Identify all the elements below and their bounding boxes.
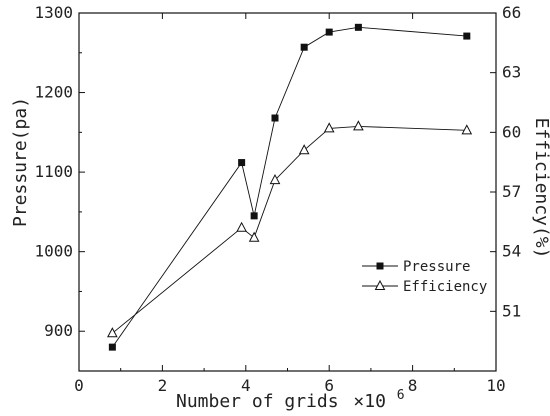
data-point-pressure — [250, 212, 258, 220]
data-point-efficiency — [248, 231, 260, 242]
y-left-tick-label: 1300 — [34, 3, 73, 22]
y-left-tick-label: 900 — [44, 321, 73, 340]
y-right-tick-label: 57 — [502, 182, 521, 201]
series-layer — [107, 23, 473, 351]
axes-frame — [78, 12, 497, 372]
data-point-efficiency — [353, 120, 364, 131]
x-axis-label-multiplier: ×10 — [353, 391, 386, 412]
data-point-efficiency — [298, 144, 310, 155]
ticks: 0 2 4 6 8 10 900 1000 1100 1200 1300 51 54 57 60 63 66 — [34, 3, 521, 395]
data-point-efficiency — [323, 122, 335, 133]
data-point-pressure — [354, 23, 362, 31]
x-tick-label: 10 — [486, 376, 505, 395]
x-tick-label: 2 — [158, 376, 168, 395]
plot-frame — [78, 12, 497, 372]
x-axis-label-exponent: 6 — [397, 388, 405, 403]
y-left-tick-label: 1000 — [34, 242, 73, 261]
y-left-tick-label: 1100 — [34, 162, 73, 181]
y-right-tick-label: 66 — [502, 3, 521, 22]
data-point-pressure — [108, 343, 116, 351]
data-point-efficiency — [107, 327, 118, 338]
y-axis-right-label: Efficiency(%) — [531, 118, 550, 259]
y-right-tick-label: 54 — [502, 242, 521, 261]
legend-marker-efficiency — [374, 279, 386, 290]
y-right-tick-label: 63 — [502, 63, 521, 82]
data-point-pressure — [325, 28, 333, 36]
series-line-efficiency — [112, 125, 467, 334]
legend-label-pressure: Pressure — [403, 259, 470, 275]
data-point-efficiency — [461, 124, 473, 135]
y-axis-left-label: Pressure(pa) — [10, 97, 31, 227]
legend-marker-pressure — [376, 262, 384, 270]
data-point-efficiency — [269, 173, 281, 185]
series-line-pressure — [112, 26, 467, 348]
data-point-pressure — [238, 159, 246, 167]
x-axis-label-text: Number of grids — [176, 391, 339, 412]
data-point-pressure — [300, 43, 308, 51]
data-point-pressure — [463, 32, 471, 40]
data-point-pressure — [271, 114, 279, 122]
x-axis-label: Number of grids ×10 6 — [176, 388, 405, 412]
legend: Pressure Efficiency — [362, 259, 487, 295]
x-tick-label: 0 — [74, 376, 84, 395]
data-point-efficiency — [236, 221, 247, 232]
y-left-tick-label: 1200 — [34, 83, 73, 102]
x-tick-label: 4 — [241, 376, 251, 395]
legend-label-efficiency: Efficiency — [403, 279, 487, 295]
x-tick-label: 8 — [408, 376, 418, 395]
x-tick-label: 6 — [324, 376, 334, 395]
y-right-tick-label: 51 — [502, 301, 521, 320]
axis-labels: Number of grids ×10 6 Pressure(pa) Effic… — [10, 97, 550, 412]
y-right-tick-label: 60 — [502, 122, 521, 141]
